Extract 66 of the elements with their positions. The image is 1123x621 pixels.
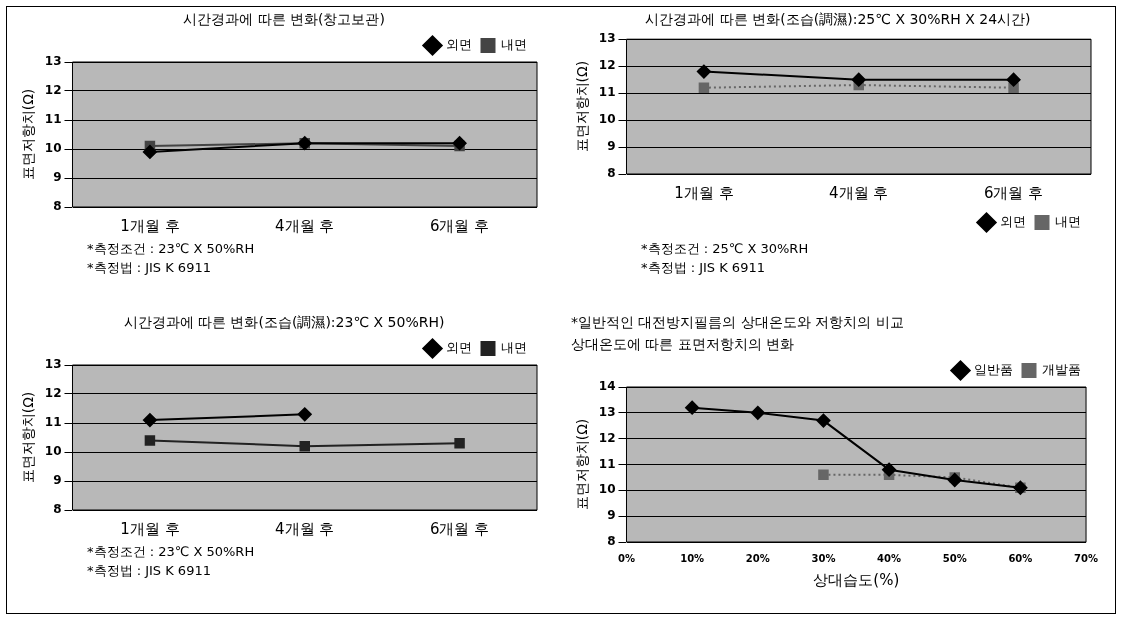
y-tick-label: 12 [44, 386, 62, 401]
y-axis-title: 표면저항치(Ω) [20, 88, 37, 181]
y-tick-label: 11 [44, 415, 62, 430]
y-tick-label: 11 [598, 85, 616, 100]
x-tick-label: 0% [618, 552, 635, 564]
text: *측정조건 : 23℃ X 50%RH [87, 543, 256, 561]
y-tick-label: 13 [598, 404, 616, 419]
x-axis-title: 상대습도(%) [813, 570, 900, 589]
legend-label: 개발품 [1042, 361, 1081, 377]
y-tick-label: 8 [53, 199, 62, 214]
y-tick-label: 8 [53, 502, 62, 517]
text: *측정법 : JIS K 6911 [87, 259, 212, 277]
chart-subtitle: 상대온도에 따른 표면저항치의 변화 [571, 336, 796, 354]
x-tick-label: 70% [1074, 552, 1098, 564]
y-tick-label: 14 [598, 379, 616, 394]
x-tick-label: 4개월 후 [275, 216, 335, 235]
x-tick-label: 6개월 후 [429, 216, 490, 235]
legend-label: 일반품 [973, 361, 1013, 377]
y-tick-label: 13 [44, 54, 62, 69]
y-tick-label: 10 [44, 141, 62, 156]
chart-title: 시간경과에 따른 변화(창고보관) [182, 11, 386, 29]
y-tick-label: 12 [598, 58, 616, 73]
y-tick-label: 10 [44, 444, 62, 459]
x-tick-label: 4개월 후 [829, 183, 889, 202]
x-tick-label: 50% [942, 552, 967, 564]
x-tick-label: 1개월 후 [120, 216, 180, 235]
y-tick-label: 9 [53, 473, 62, 488]
text: *측정조건 : 25℃ X 30%RH [641, 240, 810, 258]
legend-label: 내면 [501, 36, 527, 52]
legend-label: 외면 [445, 339, 472, 355]
text: *측정법 : JIS K 6911 [641, 259, 766, 277]
legend-label: 외면 [999, 213, 1026, 229]
x-tick-label: 6개월 후 [429, 519, 490, 538]
y-tick-label: 8 [607, 534, 616, 549]
y-axis-title: 표면저항치(Ω) [574, 418, 591, 511]
text: *측정법 : JIS K 6911 [87, 562, 212, 580]
y-tick-label: 9 [53, 170, 62, 185]
y-tick-label: 10 [598, 482, 616, 497]
x-tick-label: 6개월 후 [983, 183, 1044, 202]
x-tick-label: 30% [811, 552, 836, 564]
y-tick-label: 11 [44, 112, 62, 127]
x-tick-label: 1개월 후 [674, 183, 734, 202]
y-tick-label: 11 [598, 456, 616, 471]
x-tick-label: 40% [877, 552, 902, 564]
y-tick-label: 10 [598, 112, 616, 127]
x-tick-label: 4개월 후 [275, 519, 335, 538]
y-tick-label: 13 [44, 357, 62, 372]
y-axis-title: 표면저항치(Ω) [20, 391, 37, 484]
y-tick-label: 12 [44, 83, 62, 98]
x-tick-label: 60% [1008, 552, 1033, 564]
y-tick-label: 12 [598, 430, 616, 445]
legend-label: 내면 [501, 339, 527, 355]
x-tick-label: 20% [745, 552, 770, 564]
chart-title: 시간경과에 따른 변화(조습(調濕):23℃ X 50%RH) [122, 314, 446, 332]
y-tick-label: 9 [607, 508, 616, 523]
chart-title: *일반적인 대전방지필름의 상대온도와 저항치의 비교 [571, 314, 905, 332]
chart-title: 시간경과에 따른 변화(조습(調濕):25℃ X 30%RH X 24시간) [644, 11, 1032, 29]
legend-label: 외면 [445, 36, 472, 52]
y-tick-label: 8 [607, 166, 616, 181]
y-tick-label: 13 [598, 31, 616, 46]
x-tick-label: 1개월 후 [120, 519, 180, 538]
x-tick-label: 10% [680, 552, 705, 564]
legend-label: 내면 [1055, 213, 1081, 229]
y-axis-title: 표면저항치(Ω) [574, 60, 591, 153]
y-tick-label: 9 [607, 139, 616, 154]
text: *측정조건 : 23℃ X 50%RH [87, 240, 256, 258]
